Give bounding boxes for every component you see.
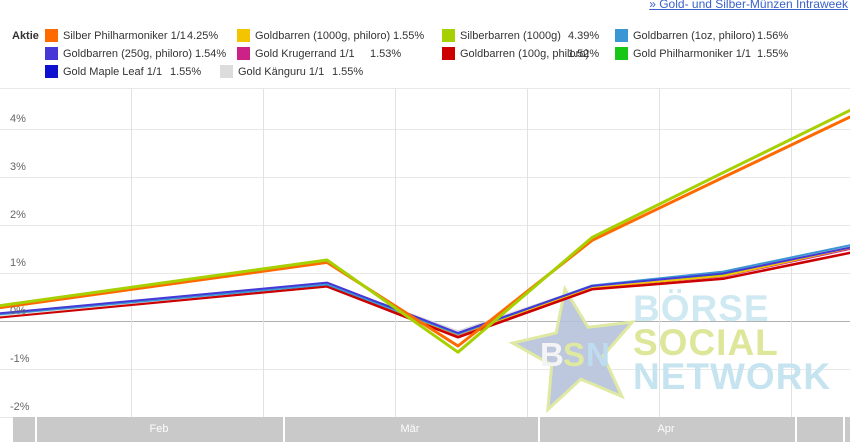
month-divider	[538, 417, 540, 442]
legend-item-label[interactable]: Gold Känguru 1/1	[238, 66, 325, 78]
watermark-text: SOCIAL	[633, 322, 779, 363]
legend-item-percent: 1.55%	[393, 30, 425, 42]
month-divider	[843, 417, 845, 442]
legend-swatch[interactable]	[615, 47, 628, 60]
legend-item-label[interactable]: Gold Maple Leaf 1/1	[63, 66, 163, 78]
bsn-letter: B	[540, 336, 564, 373]
x-axis-month-label: Feb	[149, 423, 169, 435]
legend-swatch[interactable]	[220, 65, 233, 78]
legend-item-label[interactable]: Goldbarren (1oz, philoro)	[633, 30, 756, 42]
bsn-letter: S	[563, 336, 585, 373]
watermark-text: NETWORK	[633, 356, 831, 397]
y-axis-tick-label: 4%	[10, 113, 26, 125]
legend-swatch[interactable]	[237, 29, 250, 42]
legend-item-label[interactable]: Goldbarren (250g, philoro)	[63, 48, 193, 60]
legend-item-percent: 1.56%	[757, 30, 789, 42]
legend-item-percent: 4.39%	[568, 30, 600, 42]
month-divider	[283, 417, 285, 442]
legend-item-percent: 1.54%	[195, 48, 227, 60]
bsn-letter: N	[586, 336, 610, 373]
legend-swatch[interactable]	[442, 47, 455, 60]
legend-item-label[interactable]: Gold Krugerrand 1/1	[255, 48, 355, 60]
month-divider	[795, 417, 797, 442]
chart-plot-area: B S N BÖRSE SOCIAL NETWORK	[0, 88, 850, 419]
legend-item-percent: 1.52%	[568, 48, 600, 60]
y-axis-tick-label: 2%	[10, 209, 26, 221]
legend-item-percent: 1.55%	[170, 66, 202, 78]
x-axis-band: Feb Mär Apr	[13, 417, 850, 442]
legend-swatch[interactable]	[45, 47, 58, 60]
y-axis-tick-label: 0%	[10, 305, 26, 317]
legend-swatch[interactable]	[442, 29, 455, 42]
watermark-text: BÖRSE	[633, 288, 770, 329]
legend-item-percent: 1.53%	[370, 48, 402, 60]
y-axis-tick-label: 1%	[10, 257, 26, 269]
series-line	[0, 246, 850, 334]
legend-swatch[interactable]	[615, 29, 628, 42]
legend-swatch[interactable]	[45, 29, 58, 42]
chart-legend: Aktie Silber Philharmoniker 1/1 4.25% Gold…	[0, 0, 850, 88]
legend-swatch[interactable]	[237, 47, 250, 60]
x-axis-month-label: Mär	[400, 423, 420, 435]
legend-item-percent: 1.55%	[332, 66, 364, 78]
series-line	[0, 251, 850, 339]
bsn-star-logo	[508, 284, 637, 414]
legend-item-percent: 1.55%	[757, 48, 789, 60]
legend-item-label[interactable]: Silber Philharmoniker 1/1	[63, 30, 186, 42]
y-axis-tick-label: -1%	[10, 353, 30, 365]
legend-item-percent: 4.25%	[187, 30, 219, 42]
legend-item-label[interactable]: Goldbarren (1000g, philoro)	[255, 30, 391, 42]
y-axis-tick-label: 3%	[10, 161, 26, 173]
legend-item-label[interactable]: Goldbarren (100g, philoro)	[460, 48, 590, 60]
legend-swatch[interactable]	[45, 65, 58, 78]
series-line	[0, 108, 850, 354]
intraweek-link[interactable]: » Gold- und Silber-Münzen Intraweek	[649, 0, 848, 11]
chart-canvas: B S N BÖRSE SOCIAL NETWORK	[0, 89, 850, 419]
legend-item-label[interactable]: Silberbarren (1000g)	[460, 30, 561, 42]
month-divider	[35, 417, 37, 442]
y-axis-tick-label: -2%	[10, 401, 30, 413]
legend-item-label[interactable]: Gold Philharmoniker 1/1	[633, 48, 752, 60]
legend-title: Aktie	[12, 30, 39, 42]
x-axis-month-label: Apr	[657, 423, 675, 435]
